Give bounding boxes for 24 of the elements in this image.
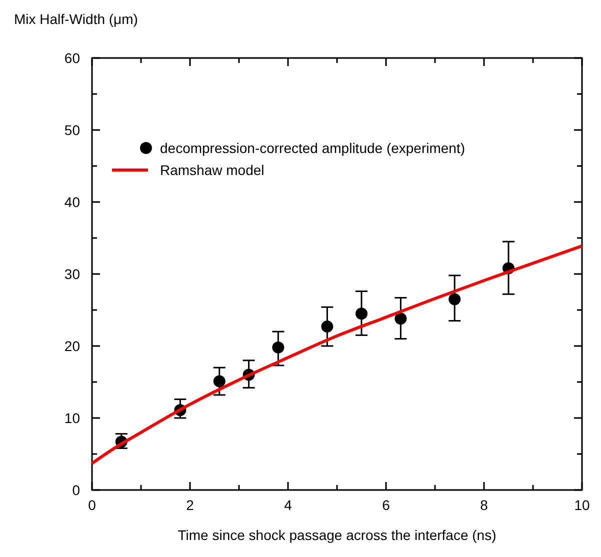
point [394, 312, 407, 325]
x-tick-label: 4 [284, 497, 292, 513]
legend-label: decompression-corrected amplitude (experiment) [160, 140, 466, 156]
point [213, 375, 226, 388]
x-tick-label: 8 [480, 497, 488, 513]
legend-label: Ramshaw model [160, 162, 264, 178]
y-tick-label: 20 [64, 338, 80, 354]
y-tick-label: 30 [64, 266, 80, 282]
x-axis-title: Time since shock passage across the interface (ns) [178, 527, 496, 543]
x-tick-label: 2 [186, 497, 194, 513]
x-tick-label: 0 [88, 497, 96, 513]
point [356, 308, 368, 320]
x-tick-label: 10 [574, 497, 590, 513]
y-tick-label: 60 [64, 50, 80, 66]
y-axis-title: Mix Half-Width (μm) [14, 11, 138, 27]
line-series [90, 244, 584, 465]
y-tick-label: 0 [72, 482, 80, 498]
y-tick-label: 50 [64, 122, 80, 138]
y-tick-label: 40 [64, 194, 80, 210]
y-tick-label: 10 [64, 410, 80, 426]
point [272, 341, 284, 354]
x-tick-label: 6 [382, 497, 390, 513]
point [321, 320, 334, 333]
point [448, 293, 461, 306]
